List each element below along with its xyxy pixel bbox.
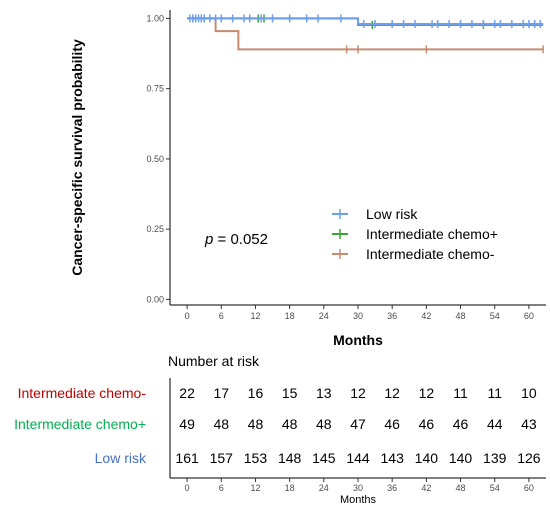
y-tick-label: 0.75 bbox=[146, 84, 164, 94]
risk-x-tick-label: 12 bbox=[250, 483, 260, 493]
y-tick-label: 0.00 bbox=[146, 294, 164, 304]
risk-x-tick-label: 30 bbox=[353, 483, 363, 493]
risk-x-tick-label: 18 bbox=[285, 483, 295, 493]
risk-count: 46 bbox=[453, 416, 469, 432]
risk-count: 139 bbox=[483, 450, 507, 466]
risk-count: 12 bbox=[384, 385, 400, 401]
risk-x-axis-title: Months bbox=[340, 494, 377, 506]
risk-count: 48 bbox=[248, 416, 264, 432]
risk-count: 10 bbox=[521, 385, 537, 401]
risk-x-tick-label: 42 bbox=[421, 483, 431, 493]
risk-count: 143 bbox=[381, 450, 405, 466]
km-plot: 0.00 0.25 0.50 0.75 1.00 0 6 12 18 24 30 36 42 48 54 60… bbox=[69, 10, 546, 348]
risk-count: 145 bbox=[312, 450, 336, 466]
x-tick-label: 6 bbox=[219, 311, 224, 321]
risk-count: 161 bbox=[175, 450, 199, 466]
risk-count: 44 bbox=[487, 416, 503, 432]
risk-count: 144 bbox=[346, 450, 370, 466]
x-tick-label: 42 bbox=[421, 311, 431, 321]
risk-count: 157 bbox=[210, 450, 234, 466]
risk-count: 12 bbox=[350, 385, 366, 401]
x-tick-label: 18 bbox=[285, 311, 295, 321]
risk-count: 43 bbox=[521, 416, 537, 432]
risk-count: 148 bbox=[278, 450, 302, 466]
p-symbol: p bbox=[204, 231, 213, 248]
risk-count: 16 bbox=[248, 385, 264, 401]
risk-x-tick-label: 60 bbox=[524, 483, 534, 493]
risk-count: 140 bbox=[415, 450, 439, 466]
risk-x-tick-label: 36 bbox=[387, 483, 397, 493]
risk-x-tick-label: 0 bbox=[185, 483, 190, 493]
risk-count: 11 bbox=[487, 385, 502, 401]
y-tick-label: 0.50 bbox=[146, 154, 164, 164]
legend-label: Low risk bbox=[366, 206, 418, 222]
risk-count: 140 bbox=[449, 450, 473, 466]
risk-x-tick-label: 24 bbox=[319, 483, 329, 493]
risk-count: 48 bbox=[282, 416, 298, 432]
risk-count: 17 bbox=[213, 385, 229, 401]
risk-count: 13 bbox=[316, 385, 332, 401]
risk-count: 126 bbox=[517, 450, 541, 466]
x-tick-label: 30 bbox=[353, 311, 363, 321]
x-axis-title: Months bbox=[333, 332, 383, 348]
x-tick-label: 0 bbox=[185, 311, 190, 321]
risk-row-label: Intermediate chemo+ bbox=[14, 416, 146, 432]
risk-count: 11 bbox=[453, 385, 468, 401]
x-tick-label: 24 bbox=[319, 311, 329, 321]
p-value-text: = 0.052 bbox=[213, 231, 268, 248]
risk-row-label: Low risk bbox=[95, 450, 147, 466]
series-line-0 bbox=[187, 17, 544, 26]
x-tick-label: 36 bbox=[387, 311, 397, 321]
risk-row-label: Intermediate chemo- bbox=[18, 385, 147, 401]
risk-count: 15 bbox=[282, 385, 298, 401]
risk-count: 48 bbox=[316, 416, 332, 432]
risk-x-tick-label: 6 bbox=[219, 483, 224, 493]
risk-count: 48 bbox=[213, 416, 229, 432]
x-tick-label: 54 bbox=[490, 311, 500, 321]
x-tick-label: 48 bbox=[456, 311, 466, 321]
risk-count: 46 bbox=[419, 416, 435, 432]
risk-x-tick-label: 54 bbox=[490, 483, 500, 493]
x-tick-label: 60 bbox=[524, 311, 534, 321]
risk-count: 153 bbox=[244, 450, 268, 466]
x-tick-label: 12 bbox=[250, 311, 260, 321]
y-tick-label: 0.25 bbox=[146, 224, 164, 234]
risk-x-tick-label: 48 bbox=[456, 483, 466, 493]
risk-count: 49 bbox=[179, 416, 195, 432]
legend-label: Intermediate chemo- bbox=[366, 246, 495, 262]
risk-count: 22 bbox=[179, 385, 195, 401]
risk-count: 46 bbox=[384, 416, 400, 432]
risk-count: 12 bbox=[419, 385, 435, 401]
risk-count: 47 bbox=[350, 416, 366, 432]
y-axis-title: Cancer-specific survival probability bbox=[69, 39, 85, 276]
legend-label: Intermediate chemo+ bbox=[366, 226, 498, 242]
y-tick-label: 1.00 bbox=[146, 13, 164, 23]
p-value: p = 0.052 bbox=[204, 231, 268, 248]
risk-table-title: Number at risk bbox=[168, 353, 260, 369]
